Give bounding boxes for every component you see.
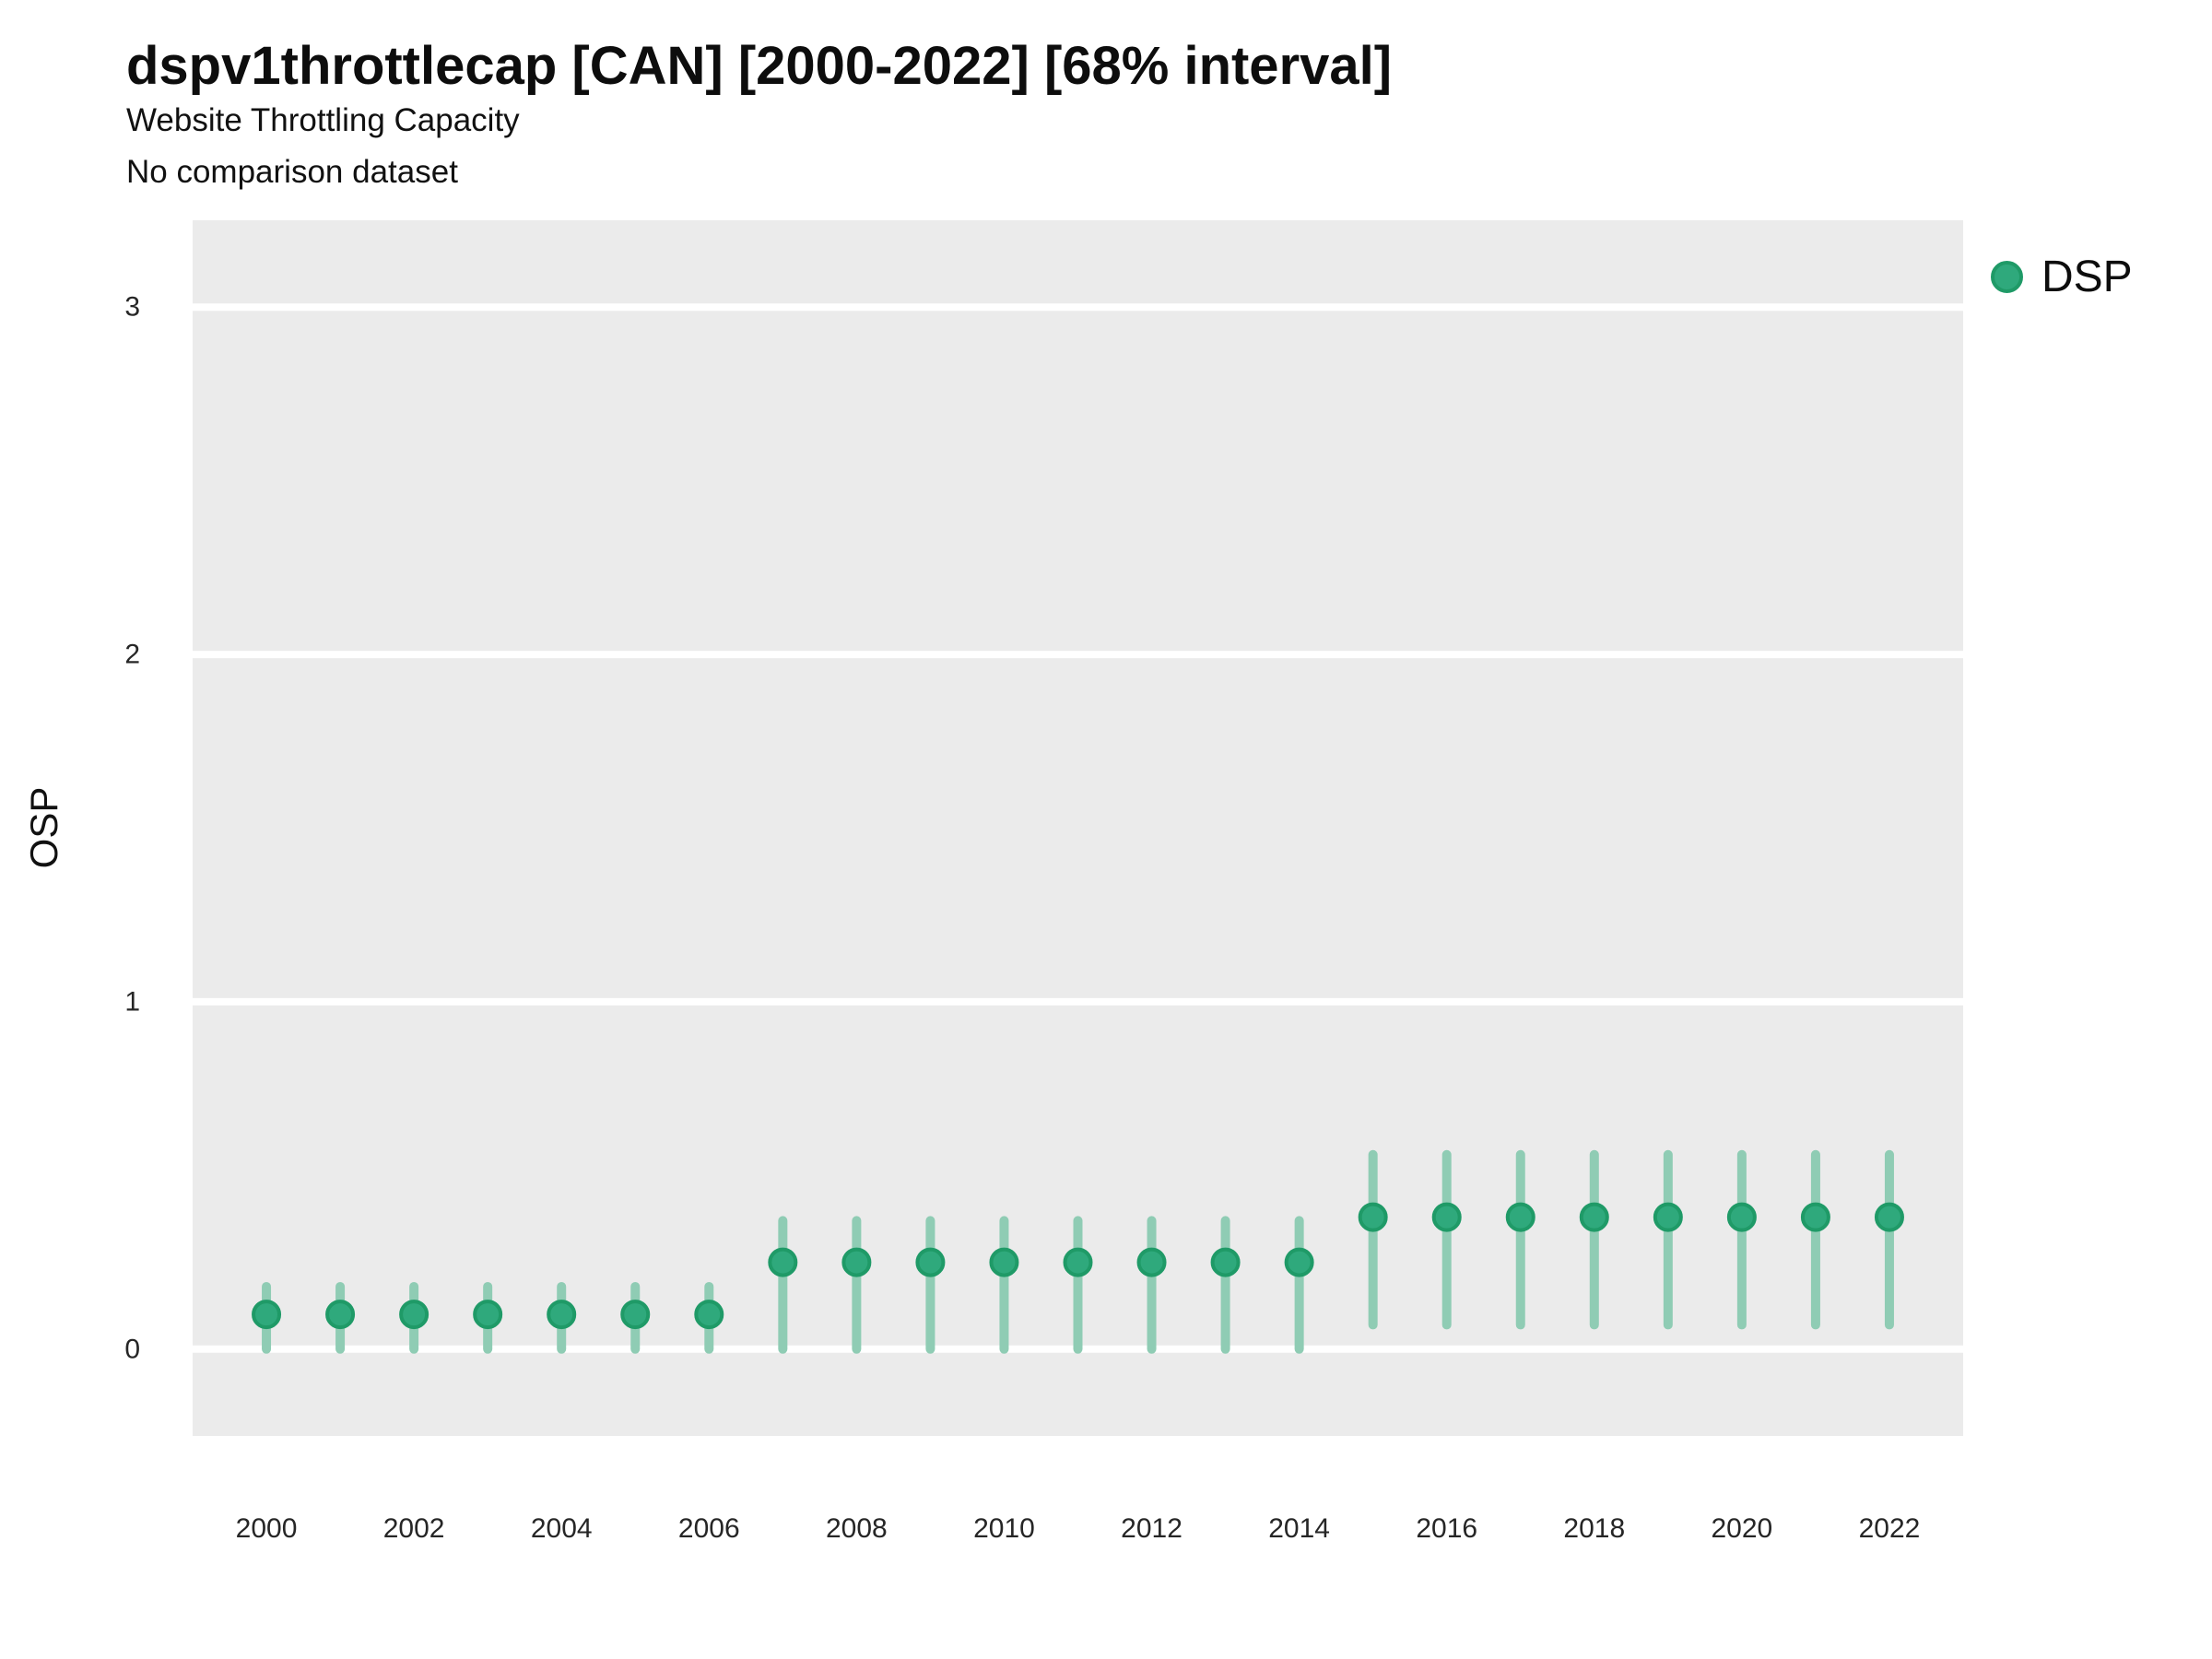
data-point-2020 (1726, 1202, 1757, 1232)
legend-dot-icon (1991, 260, 2023, 293)
x-tick-label-2012: 2012 (1121, 1513, 1182, 1544)
x-tick-label-2008: 2008 (826, 1513, 888, 1544)
chart-title: dspv1throttlecap [CAN] [2000-2022] [68% … (126, 36, 1393, 96)
data-point-2011 (1063, 1247, 1093, 1277)
x-tick-label-2010: 2010 (973, 1513, 1035, 1544)
y-tick-label-0: 0 (124, 1334, 140, 1364)
x-tick-label-2000: 2000 (236, 1513, 298, 1544)
data-point-2003 (473, 1300, 503, 1330)
x-tick-label-2018: 2018 (1563, 1513, 1625, 1544)
data-point-2010 (989, 1247, 1019, 1277)
x-tick-label-2022: 2022 (1859, 1513, 1921, 1544)
data-point-2005 (620, 1300, 651, 1330)
data-point-2006 (694, 1300, 724, 1330)
data-point-2004 (547, 1300, 577, 1330)
data-point-2014 (1284, 1247, 1314, 1277)
data-point-2018 (1579, 1202, 1609, 1232)
data-point-2021 (1800, 1202, 1830, 1232)
data-point-2009 (915, 1247, 946, 1277)
y-tick-label-1: 1 (124, 986, 140, 1017)
data-point-2001 (325, 1300, 356, 1330)
x-tick-label-2020: 2020 (1712, 1513, 1773, 1544)
data-point-2015 (1358, 1202, 1388, 1232)
x-tick-label-2014: 2014 (1268, 1513, 1330, 1544)
data-point-2017 (1505, 1202, 1535, 1232)
data-point-2019 (1653, 1202, 1683, 1232)
x-tick-label-2016: 2016 (1416, 1513, 1477, 1544)
data-point-2016 (1431, 1202, 1462, 1232)
x-tick-label-2002: 2002 (383, 1513, 445, 1544)
data-point-2000 (252, 1300, 282, 1330)
y-tick-label-3: 3 (124, 292, 140, 323)
x-tick-label-2004: 2004 (531, 1513, 593, 1544)
chart-note: No comparison dataset (126, 154, 458, 190)
data-point-2022 (1874, 1202, 1904, 1232)
x-tick-label-2006: 2006 (678, 1513, 740, 1544)
data-point-2008 (841, 1247, 872, 1277)
legend-label: DSP (2041, 252, 2133, 301)
data-point-2002 (399, 1300, 429, 1330)
data-point-2013 (1210, 1247, 1241, 1277)
y-tick-label-2: 2 (124, 640, 140, 670)
chart-subtitle: Website Throttling Capacity (126, 102, 520, 138)
legend: DSP (1991, 251, 2133, 302)
data-point-2012 (1136, 1247, 1167, 1277)
data-point-2007 (768, 1247, 798, 1277)
